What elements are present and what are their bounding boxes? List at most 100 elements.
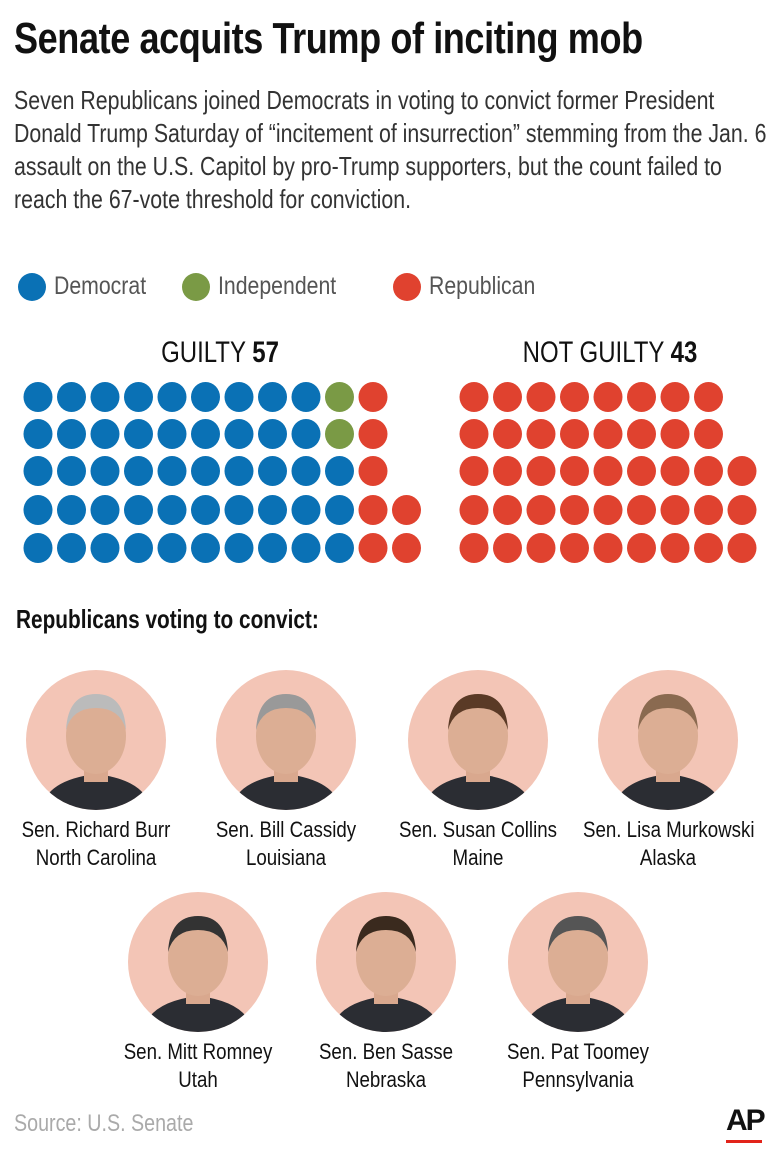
person-icon — [331, 916, 441, 1032]
vote-dot-republican — [493, 456, 522, 486]
vote-dot-republican — [627, 533, 656, 563]
senator-name: Sen. Mitt Romney — [123, 1039, 273, 1064]
senator-state: Louisiana — [245, 845, 327, 870]
vote-dot-democrat — [157, 533, 187, 563]
vote-dot-democrat — [157, 419, 187, 449]
vote-dot-republican — [660, 382, 690, 412]
vote-dot-republican — [358, 382, 388, 412]
vote-dot-republican — [526, 533, 556, 563]
senator-card: Sen. Lisa Murkowski Alaska — [568, 670, 768, 872]
legend-item-republican: Republican — [393, 272, 554, 301]
group-name: GUILTY — [161, 336, 246, 369]
vote-dot-democrat — [57, 533, 86, 563]
vote-dot-republican — [459, 495, 489, 525]
vote-dot-democrat — [57, 419, 86, 449]
senator-name: Sen. Bill Cassidy — [215, 817, 357, 842]
vote-dot-republican — [358, 419, 388, 449]
senator-photo — [598, 670, 738, 810]
senator-name: Sen. Susan Collins — [398, 817, 557, 842]
vote-dot-democrat — [191, 495, 220, 525]
vote-dot-democrat — [124, 419, 153, 449]
group-total: 43 — [670, 336, 698, 369]
vote-dot-republican — [459, 533, 489, 563]
vote-dot-democrat — [90, 533, 120, 563]
senator-state: North Carolina — [35, 845, 157, 870]
vote-dot-republican — [493, 495, 522, 525]
guilty-label: GUILTY 57 — [140, 336, 300, 370]
vote-dot-republican — [392, 495, 421, 525]
vote-dot-republican — [560, 456, 589, 486]
senator-state: Utah — [178, 1067, 218, 1092]
vote-dot-republican — [627, 456, 656, 486]
vote-dot-republican — [660, 495, 690, 525]
vote-dot-democrat — [90, 419, 120, 449]
vote-dot-democrat — [57, 382, 86, 412]
vote-dot-republican — [459, 382, 489, 412]
senator-card: Sen. Ben Sasse Nebraska — [286, 892, 486, 1094]
legend-swatch — [182, 272, 211, 301]
vote-dot-democrat — [191, 382, 220, 412]
vote-dot-republican — [560, 419, 589, 449]
vote-dot-democrat — [157, 382, 187, 412]
senator-card: Sen. Susan Collins Maine — [378, 670, 578, 872]
source-note: Source: U.S. Senate — [14, 1110, 194, 1137]
senator-card: Sen. Richard Burr North Carolina — [0, 670, 196, 872]
vote-dot-democrat — [258, 456, 287, 486]
vote-dot-democrat — [157, 456, 187, 486]
senator-photo — [408, 670, 548, 810]
vote-dot-republican — [660, 419, 690, 449]
vote-dots — [23, 382, 757, 563]
vote-dot-democrat — [57, 456, 86, 486]
vote-dot-democrat — [90, 382, 120, 412]
vote-dot-democrat — [124, 456, 153, 486]
vote-dot-republican — [593, 533, 623, 563]
person-icon — [613, 694, 723, 810]
vote-dot-republican — [526, 382, 556, 412]
vote-dot-democrat — [191, 419, 220, 449]
vote-dot-democrat — [191, 533, 220, 563]
vote-dot-republican — [627, 419, 656, 449]
senator-state: Nebraska — [345, 1067, 427, 1092]
vote-dot-democrat — [23, 495, 53, 525]
vote-dot-democrat — [258, 533, 287, 563]
ap-logo: AP — [726, 1104, 766, 1137]
senator-photo — [216, 670, 356, 810]
vote-dot-democrat — [291, 382, 321, 412]
person-icon — [423, 694, 533, 810]
vote-dot-republican — [694, 495, 723, 525]
vote-dot-independent — [325, 382, 354, 412]
page-title: Senate acquits Trump of inciting mob — [14, 14, 643, 63]
vote-dot-democrat — [258, 419, 287, 449]
vote-dot-democrat — [291, 419, 321, 449]
vote-dot-republican — [660, 456, 690, 486]
group-name: NOT GUILTY — [522, 336, 664, 369]
senator-photo — [26, 670, 166, 810]
person-icon — [523, 916, 633, 1032]
vote-dot-democrat — [258, 495, 287, 525]
person-icon — [143, 916, 253, 1032]
vote-dot-republican — [358, 495, 388, 525]
senator-card: Sen. Bill Cassidy Louisiana — [186, 670, 386, 872]
legend-label: Democrat — [54, 272, 147, 300]
vote-dot-democrat — [23, 382, 53, 412]
vote-dot-republican — [493, 382, 522, 412]
vote-dot-republican — [526, 419, 556, 449]
vote-dot-republican — [459, 456, 489, 486]
subtitle: Seven Republicans joined Democrats in vo… — [14, 85, 767, 214]
vote-dot-republican — [694, 533, 723, 563]
group-total: 57 — [252, 336, 279, 369]
vote-dot-republican — [694, 456, 723, 486]
vote-dot-democrat — [124, 533, 153, 563]
vote-dot-republican — [727, 456, 757, 486]
vote-dot-democrat — [291, 456, 321, 486]
vote-dot-republican — [560, 495, 589, 525]
vote-dot-democrat — [90, 495, 120, 525]
vote-dot-republican — [727, 533, 757, 563]
not-guilty-label: NOT GUILTY 43 — [506, 336, 714, 370]
senator-card: Sen. Pat Toomey Pennsylvania — [478, 892, 678, 1094]
vote-dot-democrat — [23, 419, 53, 449]
legend: Democrat Independent Republican — [18, 272, 587, 301]
vote-dot-republican — [593, 456, 623, 486]
vote-dot-democrat — [258, 382, 287, 412]
